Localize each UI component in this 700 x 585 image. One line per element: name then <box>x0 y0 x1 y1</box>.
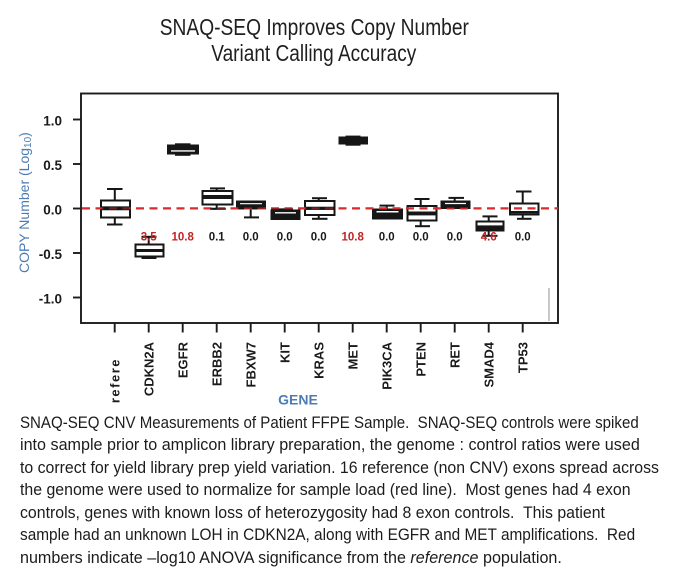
svg-text:EGFR: EGFR <box>176 341 191 378</box>
svg-text:0.0: 0.0 <box>43 202 62 217</box>
svg-text:0.0: 0.0 <box>277 231 293 243</box>
svg-text:GENE: GENE <box>278 392 318 408</box>
svg-text:0.0: 0.0 <box>379 231 395 243</box>
svg-text:-1.0: -1.0 <box>39 291 62 306</box>
svg-text:1.0: 1.0 <box>43 113 62 128</box>
svg-text:PIK3CA: PIK3CA <box>380 341 395 389</box>
svg-text:ERBB2: ERBB2 <box>210 342 225 386</box>
svg-text:FBXW7: FBXW7 <box>244 342 259 388</box>
svg-text:0.5: 0.5 <box>43 158 62 173</box>
svg-text:COPY Number (Log10): COPY Number (Log10) <box>16 132 34 273</box>
svg-text:10.8: 10.8 <box>172 231 195 243</box>
svg-text:0.0: 0.0 <box>243 231 259 243</box>
svg-text:0.0: 0.0 <box>311 231 327 243</box>
svg-text:0.0: 0.0 <box>515 231 531 243</box>
svg-text:PTEN: PTEN <box>414 342 429 377</box>
svg-text:RET: RET <box>448 342 463 368</box>
svg-text:-0.5: -0.5 <box>39 247 63 262</box>
svg-text:KIT: KIT <box>278 342 293 363</box>
svg-text:refere: refere <box>108 358 123 403</box>
svg-text:TP53: TP53 <box>516 342 531 373</box>
svg-text:0.0: 0.0 <box>447 231 463 243</box>
svg-text:KRAS: KRAS <box>312 342 327 379</box>
svg-text:3.5: 3.5 <box>141 231 158 243</box>
svg-text:4.6: 4.6 <box>481 231 497 243</box>
svg-text:CDKN2A: CDKN2A <box>142 341 157 396</box>
svg-text:0.0: 0.0 <box>413 231 429 243</box>
svg-text:0.1: 0.1 <box>209 231 226 243</box>
svg-text:10.8: 10.8 <box>342 231 365 243</box>
svg-text:SMAD4: SMAD4 <box>482 341 497 387</box>
svg-text:MET: MET <box>346 342 361 370</box>
